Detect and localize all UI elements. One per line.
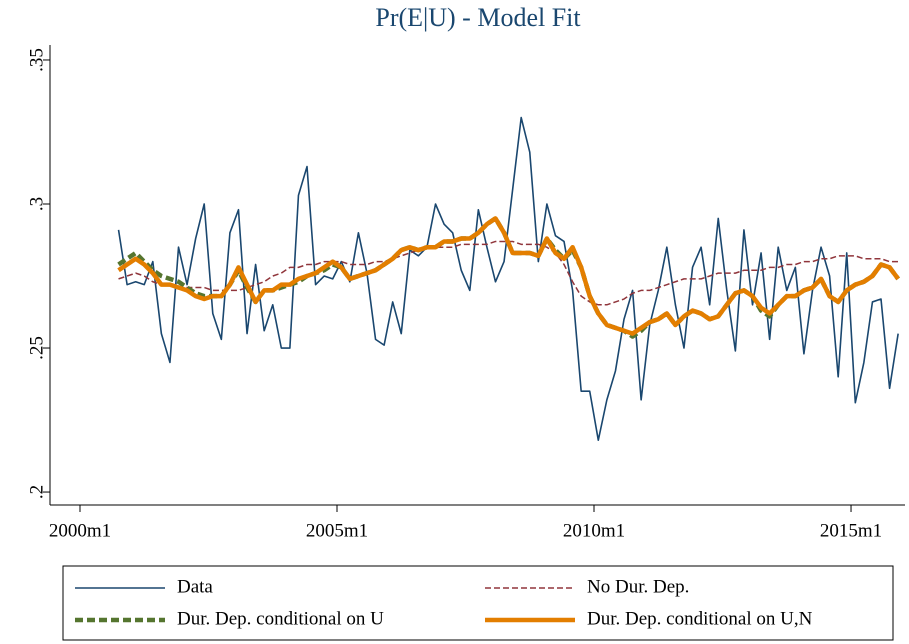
legend-label: No Dur. Dep. xyxy=(587,576,689,597)
y-tick-label: .3 xyxy=(26,197,47,211)
y-tick-label: .25 xyxy=(26,336,47,360)
x-tick-label: 2015m1 xyxy=(820,520,882,541)
legend-label: Dur. Dep. conditional on U,N xyxy=(587,608,813,629)
legend xyxy=(62,565,894,641)
plot xyxy=(117,116,900,441)
series-line xyxy=(117,216,900,336)
chart-title: Pr(E|U) - Model Fit xyxy=(375,3,581,32)
legend-label: Data xyxy=(177,576,213,597)
y-tick-label: .2 xyxy=(26,485,47,499)
x-tick-label: 2000m1 xyxy=(49,520,111,541)
series-line xyxy=(117,116,899,441)
y-tick-label: .35 xyxy=(26,48,47,72)
x-tick-label: 2010m1 xyxy=(563,520,625,541)
legend-entries: Data No Dur. Dep. Dur. Dep. conditional on… xyxy=(75,576,813,629)
x-tick-label: 2005m1 xyxy=(306,520,368,541)
legend-label: Dur. Dep. conditional on U xyxy=(177,608,384,629)
plot-area xyxy=(50,45,905,505)
